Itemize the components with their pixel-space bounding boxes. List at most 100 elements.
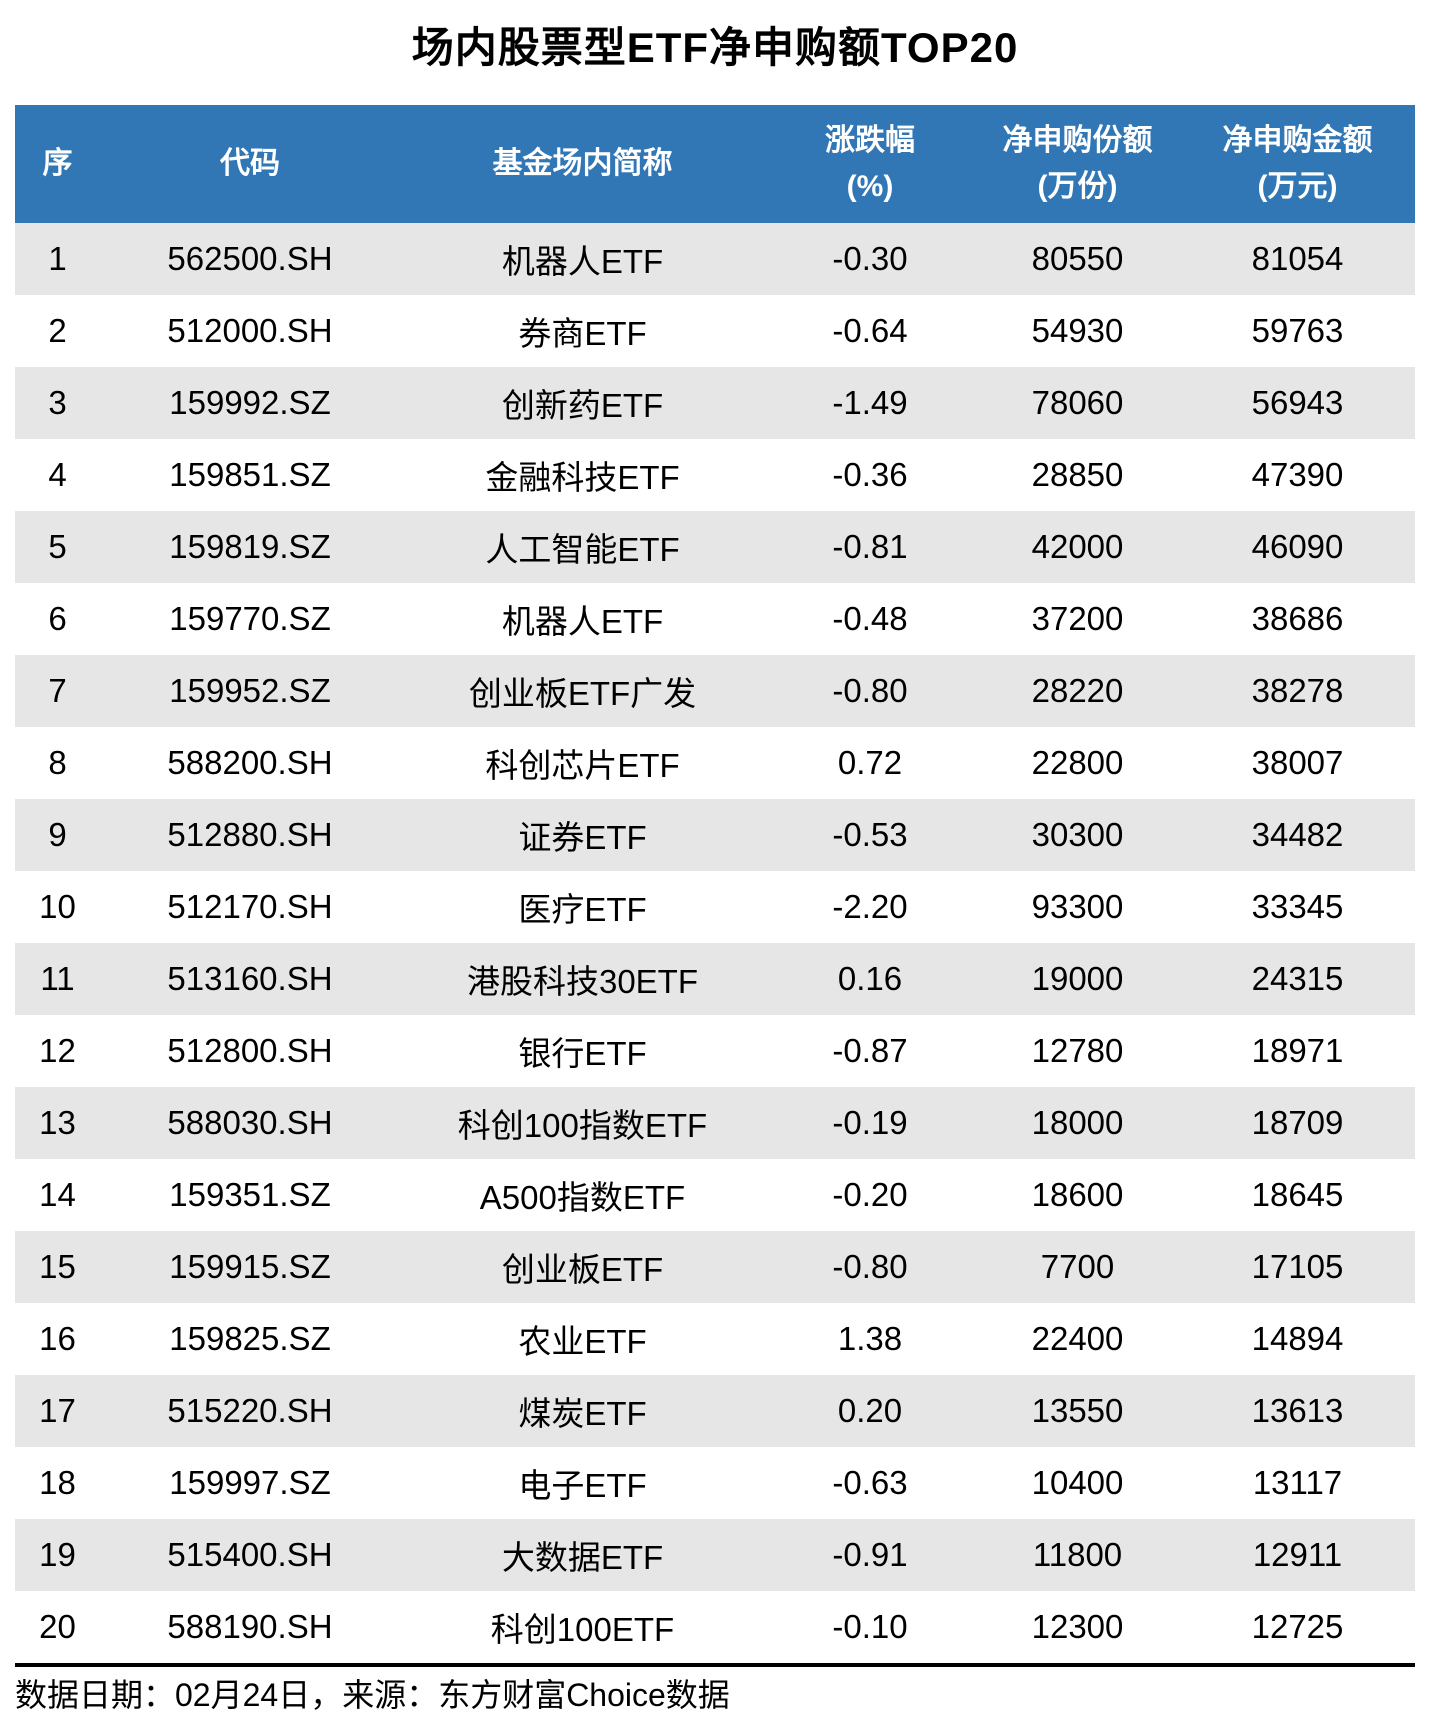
cell-rank: 19 <box>39 1536 76 1573</box>
column-header-shares-label: 净申购份额 <box>1002 124 1153 157</box>
table-row: 15 159915.SZ 创业板ETF -0.80 7700 17105 <box>15 1231 1415 1303</box>
cell-rank: 17 <box>39 1392 76 1429</box>
cell-amount: 38007 <box>1251 744 1344 781</box>
cell-shares: 22800 <box>1031 744 1124 781</box>
cell-amount: 18971 <box>1251 1032 1344 1069</box>
cell-shares: 28850 <box>1031 456 1124 493</box>
cell-rank: 18 <box>39 1464 76 1501</box>
cell-change: -0.80 <box>832 1248 908 1285</box>
cell-name: 农业ETF <box>518 1323 647 1360</box>
table-body: 1 562500.SH 机器人ETF -0.30 80550 81054 2 512000.S… <box>15 223 1415 1663</box>
cell-shares: 80550 <box>1031 240 1124 277</box>
data-source-note: 数据日期：02月24日，来源：东方财富Choice数据 <box>15 1677 730 1713</box>
cell-change: -0.20 <box>832 1176 908 1213</box>
cell-rank: 13 <box>39 1104 76 1141</box>
cell-rank: 10 <box>39 888 76 925</box>
cell-rank: 16 <box>39 1320 76 1357</box>
cell-name: 人工智能ETF <box>485 531 680 568</box>
cell-name: 科创100ETF <box>490 1611 675 1648</box>
cell-amount: 34482 <box>1251 816 1344 853</box>
table-row: 20 588190.SH 科创100ETF -0.10 12300 12725 <box>15 1591 1415 1663</box>
cell-amount: 14894 <box>1251 1320 1344 1357</box>
page-title: 场内股票型ETF净申购额TOP20 <box>411 24 1019 71</box>
cell-name: 科创芯片ETF <box>485 747 680 784</box>
cell-amount: 12725 <box>1251 1608 1344 1645</box>
table-row: 12 512800.SH 银行ETF -0.87 12780 18971 <box>15 1015 1415 1087</box>
cell-rank: 14 <box>39 1176 76 1213</box>
cell-rank: 1 <box>48 240 67 277</box>
cell-rank: 2 <box>48 312 67 349</box>
cell-change: -0.36 <box>832 456 908 493</box>
cell-change: -0.48 <box>832 600 908 637</box>
cell-code: 512800.SH <box>167 1032 333 1069</box>
cell-name: 科创100指数ETF <box>457 1107 708 1144</box>
cell-code: 512880.SH <box>167 816 333 853</box>
cell-name: 医疗ETF <box>518 891 647 928</box>
cell-shares: 28220 <box>1031 672 1124 709</box>
cell-shares: 54930 <box>1031 312 1124 349</box>
cell-code: 159351.SZ <box>169 1176 331 1213</box>
cell-name: 银行ETF <box>518 1035 647 1072</box>
cell-shares: 19000 <box>1031 960 1124 997</box>
cell-code: 159952.SZ <box>169 672 331 709</box>
cell-code: 562500.SH <box>167 240 333 277</box>
cell-shares: 12300 <box>1031 1608 1124 1645</box>
cell-change: -2.20 <box>832 888 908 925</box>
column-header-name-label: 基金场内简称 <box>492 147 673 180</box>
cell-code: 588200.SH <box>167 744 333 781</box>
cell-name: 煤炭ETF <box>518 1395 647 1432</box>
cell-name: 创业板ETF广发 <box>468 675 697 712</box>
cell-name: 创业板ETF <box>501 1251 664 1288</box>
cell-shares: 30300 <box>1031 816 1124 853</box>
cell-change: -0.30 <box>832 240 908 277</box>
cell-code: 515220.SH <box>167 1392 333 1429</box>
cell-amount: 17105 <box>1251 1248 1344 1285</box>
column-header-change-label: 涨跌幅 <box>825 124 915 157</box>
cell-change: -0.63 <box>832 1464 908 1501</box>
cell-shares: 12780 <box>1031 1032 1124 1069</box>
table-row: 10 512170.SH 医疗ETF -2.20 93300 33345 <box>15 871 1415 943</box>
cell-change: -0.87 <box>832 1032 908 1069</box>
cell-shares: 22400 <box>1031 1320 1124 1357</box>
column-header-amount-label: 净申购金额 <box>1222 124 1373 157</box>
column-header-rank: 序 <box>15 105 100 223</box>
table-row: 9 512880.SH 证券ETF -0.53 30300 34482 <box>15 799 1415 871</box>
column-header-change-unit: (%) <box>846 170 894 203</box>
table-row: 14 159351.SZ A500指数ETF -0.20 18600 18645 <box>15 1159 1415 1231</box>
cell-name: 证券ETF <box>518 819 647 856</box>
cell-name: A500指数ETF <box>479 1179 686 1216</box>
cell-shares: 37200 <box>1031 600 1124 637</box>
cell-change: -0.91 <box>832 1536 908 1573</box>
column-header-rank-label: 序 <box>42 147 73 180</box>
cell-shares: 78060 <box>1031 384 1124 421</box>
cell-amount: 46090 <box>1251 528 1344 565</box>
cell-shares: 18000 <box>1031 1104 1124 1141</box>
cell-amount: 81054 <box>1251 240 1344 277</box>
column-header-code-label: 代码 <box>220 147 280 180</box>
header-row: 序 代码 基金场内简称 涨跌幅 (%) 净申购份额 (万份) 净申购金额 <box>15 105 1415 223</box>
cell-change: 0.16 <box>837 960 903 997</box>
cell-name: 港股科技30ETF <box>466 963 699 1000</box>
bottom-rule <box>15 1663 1415 1667</box>
cell-rank: 11 <box>40 960 75 997</box>
cell-amount: 56943 <box>1251 384 1344 421</box>
table-row: 5 159819.SZ 人工智能ETF -0.81 42000 46090 <box>15 511 1415 583</box>
cell-shares: 13550 <box>1031 1392 1124 1429</box>
cell-amount: 33345 <box>1251 888 1344 925</box>
cell-code: 588190.SH <box>167 1608 333 1645</box>
cell-code: 159851.SZ <box>169 456 331 493</box>
cell-amount: 59763 <box>1251 312 1344 349</box>
cell-amount: 13117 <box>1252 1464 1343 1501</box>
table-header: 序 代码 基金场内简称 涨跌幅 (%) 净申购份额 (万份) 净申购金额 <box>15 105 1415 223</box>
table-row: 3 159992.SZ 创新药ETF -1.49 78060 56943 <box>15 367 1415 439</box>
cell-name: 创新药ETF <box>501 387 664 424</box>
cell-code: 159825.SZ <box>169 1320 331 1357</box>
cell-name: 券商ETF <box>518 315 647 352</box>
cell-amount: 38278 <box>1251 672 1344 709</box>
column-header-code: 代码 <box>100 105 400 223</box>
cell-amount: 12911 <box>1252 1536 1343 1573</box>
cell-shares: 18600 <box>1031 1176 1124 1213</box>
table-row: 16 159825.SZ 农业ETF 1.38 22400 14894 <box>15 1303 1415 1375</box>
cell-code: 159992.SZ <box>169 384 331 421</box>
cell-code: 512170.SH <box>167 888 333 925</box>
